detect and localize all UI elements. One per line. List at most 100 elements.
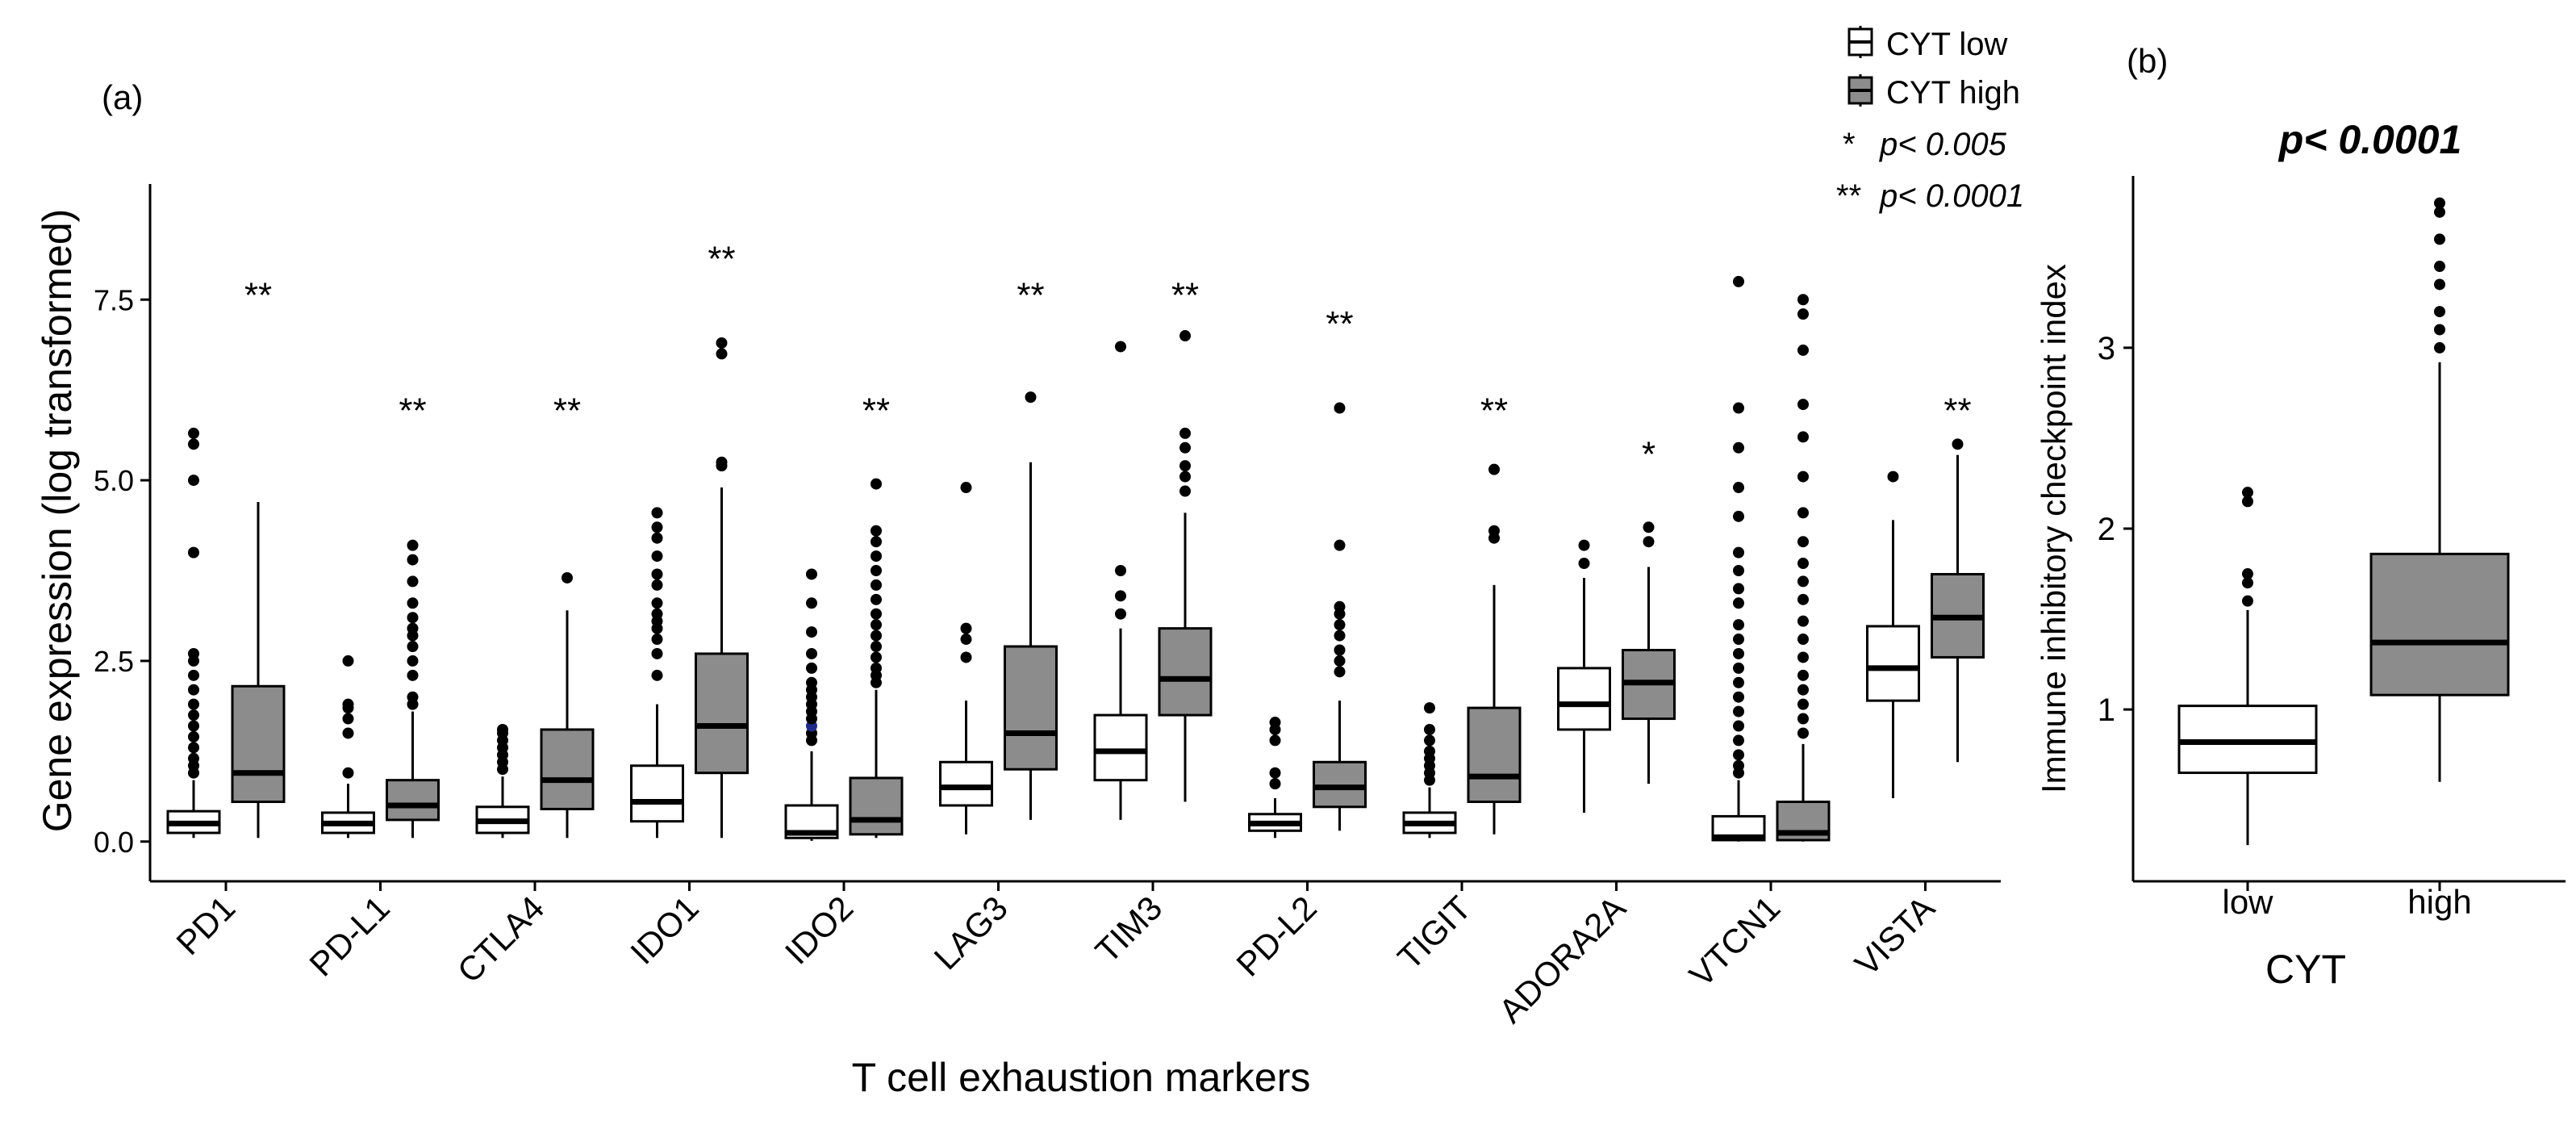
box-low-10-outlier-8 bbox=[1733, 662, 1744, 674]
panel-a-label: (a) bbox=[102, 78, 143, 116]
box-high-10-outlier-13 bbox=[1797, 471, 1809, 483]
box-low-0-outlier-15 bbox=[188, 427, 199, 439]
box-high-10-outlier-17 bbox=[1797, 308, 1809, 320]
box-low-1 bbox=[321, 655, 375, 839]
box-high-4-outlier-9 bbox=[870, 579, 882, 591]
box-high-4-outlier-2 bbox=[870, 662, 882, 674]
box-low-5-box bbox=[939, 760, 993, 807]
box-low-10-outlier-17 bbox=[1733, 482, 1744, 494]
box-low-10-outlier-3 bbox=[1733, 734, 1744, 747]
x-tick-label-10: VTCN1 bbox=[1682, 889, 1788, 994]
box-high-10-outlier-11 bbox=[1797, 536, 1809, 548]
b-box-high-outlier-0 bbox=[2434, 341, 2445, 353]
box-high-1-outlier-4 bbox=[407, 641, 419, 653]
box-high-10-outlier-12 bbox=[1797, 507, 1809, 519]
box-low-2-outlier-6 bbox=[497, 723, 508, 735]
box-low-3-outlier-6 bbox=[651, 597, 663, 609]
sig-label-6: ** bbox=[1171, 275, 1199, 315]
x-tick-label-11: VISTA bbox=[1847, 889, 1942, 983]
box-low-0-outlier-13 bbox=[188, 475, 199, 487]
box-low-6-box bbox=[1093, 713, 1148, 782]
sig-label-8: ** bbox=[1480, 391, 1508, 431]
box-high-9-outlier-1 bbox=[1643, 521, 1655, 533]
box-high-10-outlier-16 bbox=[1797, 344, 1809, 356]
box-low-3-outlier-11 bbox=[651, 521, 663, 533]
box-low-3-outlier-7 bbox=[651, 579, 663, 591]
box-high-3-outlier-2 bbox=[716, 348, 728, 360]
panel-b-title: p< 0.0001 bbox=[2277, 117, 2462, 162]
box-low-4-outlier-10 bbox=[806, 647, 817, 659]
box-high-1 bbox=[386, 539, 440, 839]
x-tick-label-8: TIGIT bbox=[1390, 889, 1478, 977]
box-high-10-outlier-2 bbox=[1797, 698, 1809, 710]
legend-sig1-symbol: * bbox=[1843, 127, 1856, 162]
box-low-4 bbox=[784, 568, 839, 841]
box-low-5-outlier-1 bbox=[960, 634, 972, 646]
b-box-high-outlier-4 bbox=[2434, 261, 2445, 273]
box-low-1-outlier-0 bbox=[342, 767, 354, 779]
box-high-3 bbox=[695, 337, 749, 839]
b-box-low-outlier-3 bbox=[2242, 496, 2253, 508]
box-high-1-outlier-10 bbox=[407, 554, 419, 566]
box-low-3-outlier-1 bbox=[651, 647, 663, 659]
box-low-5 bbox=[939, 482, 993, 834]
y-tick-label-1: 2.5 bbox=[94, 645, 134, 678]
box-low-3-outlier-0 bbox=[651, 669, 663, 681]
y-tick-label-2: 5.0 bbox=[94, 464, 134, 497]
box-high-3-outlier-1 bbox=[716, 456, 728, 468]
box-high-7 bbox=[1313, 402, 1367, 831]
box-low-3-box bbox=[630, 764, 684, 823]
box-low-9-box bbox=[1557, 667, 1611, 731]
box-high-4-outlier-11 bbox=[870, 550, 882, 563]
box-high-4-outlier-4 bbox=[870, 641, 882, 653]
box-high-10-outlier-15 bbox=[1797, 399, 1809, 411]
box-high-1-outlier-11 bbox=[407, 539, 419, 551]
box-high-8 bbox=[1467, 463, 1522, 834]
b-box-low-outlier-4 bbox=[2242, 487, 2253, 499]
b-box-high-box bbox=[2369, 552, 2510, 696]
box-high-4-outlier-5 bbox=[870, 630, 882, 642]
b-y-tick-label-2: 3 bbox=[2098, 331, 2115, 366]
box-low-0-outlier-7 bbox=[188, 698, 199, 710]
legend-sig2-symbol: ** bbox=[1836, 178, 1861, 214]
box-low-10-outlier-15 bbox=[1733, 546, 1744, 558]
box-low-7 bbox=[1248, 717, 1302, 839]
box-low-10-outlier-10 bbox=[1733, 634, 1744, 646]
box-low-10-outlier-19 bbox=[1733, 402, 1744, 414]
x-tick-label-7: PD-L2 bbox=[1229, 889, 1323, 983]
box-high-7-outlier-1 bbox=[1334, 655, 1346, 667]
box-low-10-outlier-5 bbox=[1733, 705, 1744, 717]
x-tick-label-2: CTLA4 bbox=[450, 889, 552, 990]
box-high-0 bbox=[231, 501, 286, 839]
box-low-5-outlier-2 bbox=[960, 622, 972, 634]
box-high-11-outlier-0 bbox=[1952, 438, 1964, 450]
box-high-5-outlier-0 bbox=[1025, 391, 1037, 404]
box-low-9-outlier-0 bbox=[1578, 558, 1590, 570]
box-high-4 bbox=[849, 478, 904, 839]
box-high-5 bbox=[1004, 391, 1058, 820]
box-low-9 bbox=[1557, 539, 1611, 813]
panel-b-boxes bbox=[2177, 197, 2510, 846]
legend-key-high bbox=[1847, 74, 1873, 107]
box-low-0-outlier-14 bbox=[188, 438, 199, 450]
box-high-7-outlier-6 bbox=[1334, 600, 1346, 613]
b-x-tick-label-0: low bbox=[2222, 883, 2273, 921]
box-high-6-outlier-1 bbox=[1179, 471, 1191, 483]
box-high-10-outlier-1 bbox=[1797, 713, 1809, 725]
box-low-0-outlier-3 bbox=[188, 742, 199, 754]
box-low-8-outlier-5 bbox=[1424, 734, 1435, 747]
box-low-0 bbox=[166, 427, 221, 839]
box-high-10-outlier-4 bbox=[1797, 669, 1809, 681]
sig-label-5: ** bbox=[1017, 275, 1044, 315]
sig-label-9: * bbox=[1642, 434, 1655, 474]
legend-sig2-text: p< 0.0001 bbox=[1879, 178, 2024, 214]
sig-label-2: ** bbox=[553, 391, 581, 431]
box-low-3-outlier-10 bbox=[651, 532, 663, 544]
b-y-tick-label-0: 1 bbox=[2098, 692, 2115, 728]
box-low-5-outlier-3 bbox=[960, 482, 972, 494]
x-tick-label-6: TIM3 bbox=[1088, 889, 1169, 970]
box-low-8-outlier-4 bbox=[1424, 745, 1435, 757]
box-low-0-outlier-2 bbox=[188, 752, 199, 764]
box-low-10-outlier-18 bbox=[1733, 441, 1744, 454]
box-high-6-outlier-3 bbox=[1179, 441, 1191, 454]
